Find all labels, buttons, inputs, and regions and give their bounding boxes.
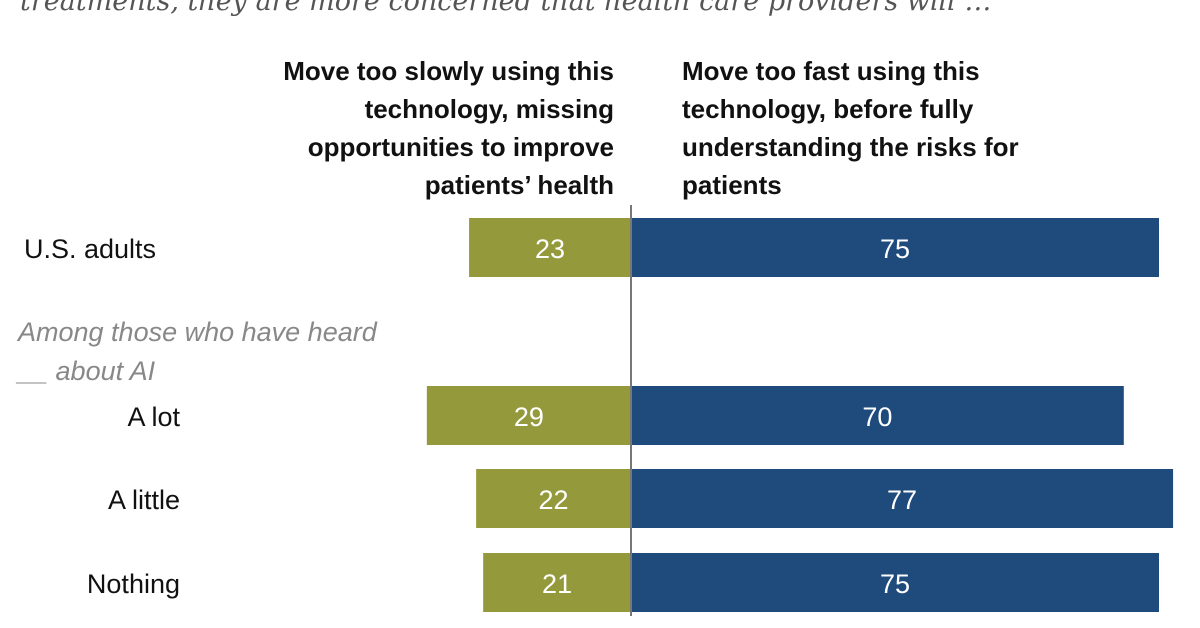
data-label-slow: 21	[542, 569, 572, 599]
data-label-fast: 75	[880, 569, 910, 599]
bar-fast	[631, 386, 1124, 445]
category-label: A lot	[127, 402, 180, 432]
bar-fast	[631, 469, 1174, 528]
bar-slow	[476, 469, 631, 528]
series-header-slow: Move too slowly using this technology, m…	[283, 56, 614, 200]
bar-slow	[483, 553, 631, 612]
bar-slow	[469, 218, 631, 277]
data-label-fast: 75	[880, 234, 910, 264]
chart-title: treatments, they are more concerned that…	[20, 0, 992, 17]
bar-fast	[631, 218, 1159, 277]
category-label: U.S. adults	[24, 234, 156, 264]
data-label-fast: 77	[887, 485, 917, 515]
group-note: Among those who have heard __ about AI	[18, 317, 377, 386]
series-header-fast: Move too fast using this technology, bef…	[682, 56, 1019, 200]
data-label-slow: 23	[535, 234, 565, 264]
data-label-slow: 29	[514, 402, 544, 432]
category-label: Nothing	[87, 569, 180, 599]
category-label: A little	[108, 485, 180, 515]
bar-fast	[631, 553, 1159, 612]
data-label-fast: 70	[862, 402, 892, 432]
data-label-slow: 22	[539, 485, 569, 515]
bar-slow	[426, 386, 631, 445]
